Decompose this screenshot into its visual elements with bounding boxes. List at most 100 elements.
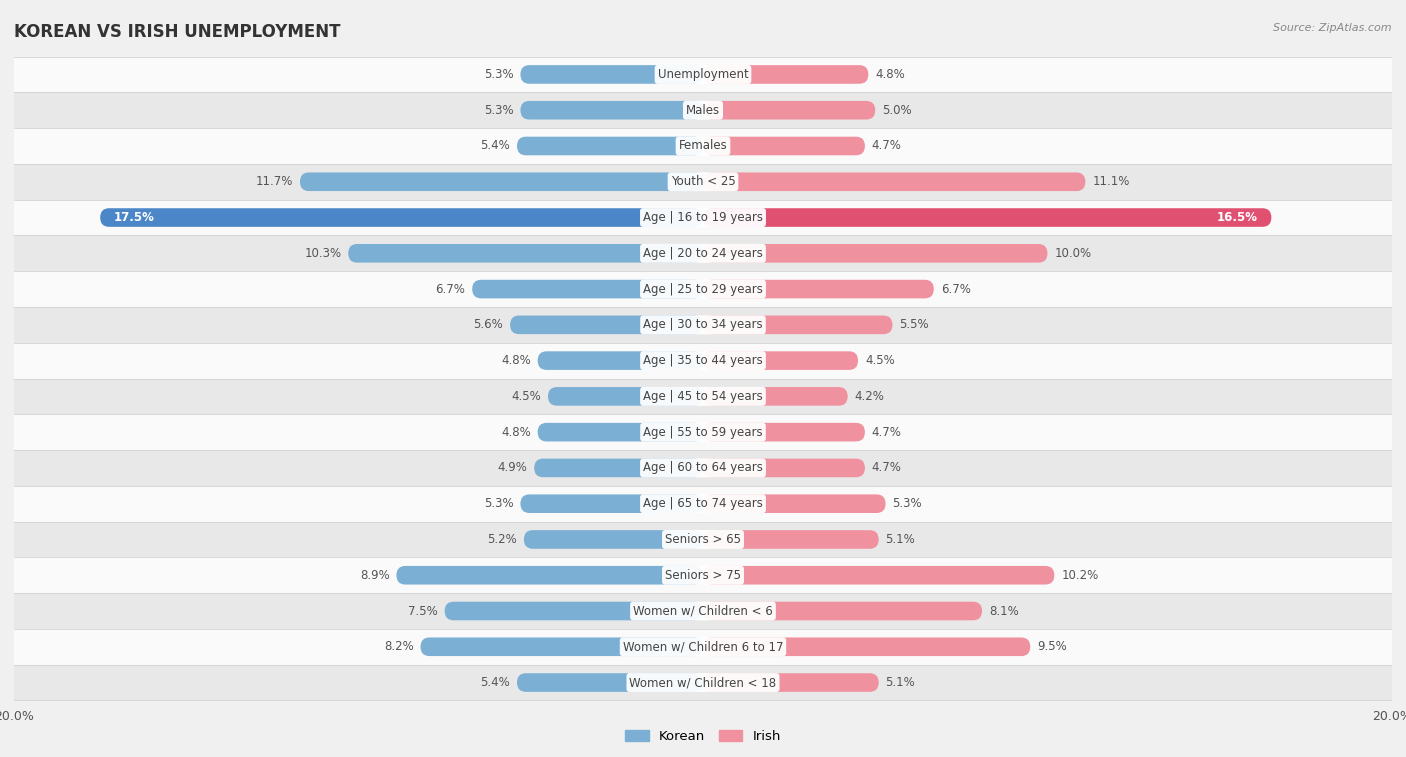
Text: 16.5%: 16.5% [1216, 211, 1257, 224]
FancyBboxPatch shape [14, 450, 1392, 486]
Legend: Korean, Irish: Korean, Irish [624, 730, 782, 743]
FancyBboxPatch shape [703, 387, 848, 406]
Text: 5.3%: 5.3% [893, 497, 922, 510]
FancyBboxPatch shape [703, 137, 865, 155]
Text: 9.5%: 9.5% [1038, 640, 1067, 653]
FancyBboxPatch shape [703, 173, 1085, 191]
Text: 4.7%: 4.7% [872, 139, 901, 152]
FancyBboxPatch shape [703, 602, 981, 620]
FancyBboxPatch shape [703, 459, 865, 477]
Text: Age | 35 to 44 years: Age | 35 to 44 years [643, 354, 763, 367]
Text: 4.5%: 4.5% [865, 354, 894, 367]
Text: 4.5%: 4.5% [512, 390, 541, 403]
FancyBboxPatch shape [703, 244, 1047, 263]
Text: 5.6%: 5.6% [474, 319, 503, 332]
FancyBboxPatch shape [396, 566, 703, 584]
Text: Age | 45 to 54 years: Age | 45 to 54 years [643, 390, 763, 403]
Text: 5.2%: 5.2% [488, 533, 517, 546]
Text: 8.1%: 8.1% [988, 605, 1019, 618]
FancyBboxPatch shape [517, 137, 703, 155]
FancyBboxPatch shape [703, 637, 1031, 656]
FancyBboxPatch shape [14, 557, 1392, 593]
FancyBboxPatch shape [703, 530, 879, 549]
Text: 4.8%: 4.8% [501, 425, 531, 438]
FancyBboxPatch shape [349, 244, 703, 263]
FancyBboxPatch shape [703, 280, 934, 298]
FancyBboxPatch shape [703, 566, 1054, 584]
Text: 4.7%: 4.7% [872, 462, 901, 475]
FancyBboxPatch shape [703, 673, 879, 692]
FancyBboxPatch shape [14, 164, 1392, 200]
FancyBboxPatch shape [14, 92, 1392, 128]
FancyBboxPatch shape [703, 316, 893, 334]
Text: 5.1%: 5.1% [886, 676, 915, 689]
FancyBboxPatch shape [444, 602, 703, 620]
Text: Males: Males [686, 104, 720, 117]
Text: 8.2%: 8.2% [384, 640, 413, 653]
Text: Women w/ Children < 18: Women w/ Children < 18 [630, 676, 776, 689]
Text: 4.9%: 4.9% [498, 462, 527, 475]
Text: 4.2%: 4.2% [855, 390, 884, 403]
Text: Age | 16 to 19 years: Age | 16 to 19 years [643, 211, 763, 224]
Text: 10.3%: 10.3% [304, 247, 342, 260]
Text: 11.1%: 11.1% [1092, 176, 1129, 188]
FancyBboxPatch shape [14, 200, 1392, 235]
Text: 10.2%: 10.2% [1062, 569, 1098, 581]
Text: 8.9%: 8.9% [360, 569, 389, 581]
FancyBboxPatch shape [703, 494, 886, 513]
FancyBboxPatch shape [472, 280, 703, 298]
Text: 4.8%: 4.8% [501, 354, 531, 367]
Text: 7.5%: 7.5% [408, 605, 437, 618]
FancyBboxPatch shape [703, 423, 865, 441]
Text: Seniors > 75: Seniors > 75 [665, 569, 741, 581]
FancyBboxPatch shape [14, 629, 1392, 665]
FancyBboxPatch shape [14, 593, 1392, 629]
Text: Age | 30 to 34 years: Age | 30 to 34 years [643, 319, 763, 332]
Text: Unemployment: Unemployment [658, 68, 748, 81]
Text: Females: Females [679, 139, 727, 152]
Text: Age | 65 to 74 years: Age | 65 to 74 years [643, 497, 763, 510]
Text: Women w/ Children 6 to 17: Women w/ Children 6 to 17 [623, 640, 783, 653]
FancyBboxPatch shape [14, 378, 1392, 414]
Text: Women w/ Children < 6: Women w/ Children < 6 [633, 605, 773, 618]
Text: Seniors > 65: Seniors > 65 [665, 533, 741, 546]
FancyBboxPatch shape [703, 101, 875, 120]
FancyBboxPatch shape [520, 65, 703, 84]
FancyBboxPatch shape [14, 235, 1392, 271]
Text: 5.4%: 5.4% [481, 676, 510, 689]
FancyBboxPatch shape [14, 57, 1392, 92]
FancyBboxPatch shape [14, 343, 1392, 378]
Text: Age | 20 to 24 years: Age | 20 to 24 years [643, 247, 763, 260]
Text: 5.4%: 5.4% [481, 139, 510, 152]
Text: 5.3%: 5.3% [484, 68, 513, 81]
FancyBboxPatch shape [14, 128, 1392, 164]
FancyBboxPatch shape [524, 530, 703, 549]
Text: Age | 55 to 59 years: Age | 55 to 59 years [643, 425, 763, 438]
FancyBboxPatch shape [14, 414, 1392, 450]
FancyBboxPatch shape [14, 307, 1392, 343]
FancyBboxPatch shape [14, 271, 1392, 307]
Text: 6.7%: 6.7% [941, 282, 970, 295]
FancyBboxPatch shape [510, 316, 703, 334]
Text: Age | 60 to 64 years: Age | 60 to 64 years [643, 462, 763, 475]
Text: 5.0%: 5.0% [882, 104, 911, 117]
FancyBboxPatch shape [537, 423, 703, 441]
Text: KOREAN VS IRISH UNEMPLOYMENT: KOREAN VS IRISH UNEMPLOYMENT [14, 23, 340, 41]
FancyBboxPatch shape [548, 387, 703, 406]
FancyBboxPatch shape [703, 351, 858, 370]
FancyBboxPatch shape [703, 65, 869, 84]
Text: 10.0%: 10.0% [1054, 247, 1091, 260]
Text: 6.7%: 6.7% [436, 282, 465, 295]
FancyBboxPatch shape [520, 494, 703, 513]
FancyBboxPatch shape [520, 101, 703, 120]
Text: 17.5%: 17.5% [114, 211, 155, 224]
Text: Age | 25 to 29 years: Age | 25 to 29 years [643, 282, 763, 295]
Text: 5.5%: 5.5% [900, 319, 929, 332]
Text: 11.7%: 11.7% [256, 176, 292, 188]
FancyBboxPatch shape [703, 208, 1271, 227]
Text: 4.8%: 4.8% [875, 68, 905, 81]
Text: 4.7%: 4.7% [872, 425, 901, 438]
Text: Youth < 25: Youth < 25 [671, 176, 735, 188]
FancyBboxPatch shape [299, 173, 703, 191]
FancyBboxPatch shape [534, 459, 703, 477]
